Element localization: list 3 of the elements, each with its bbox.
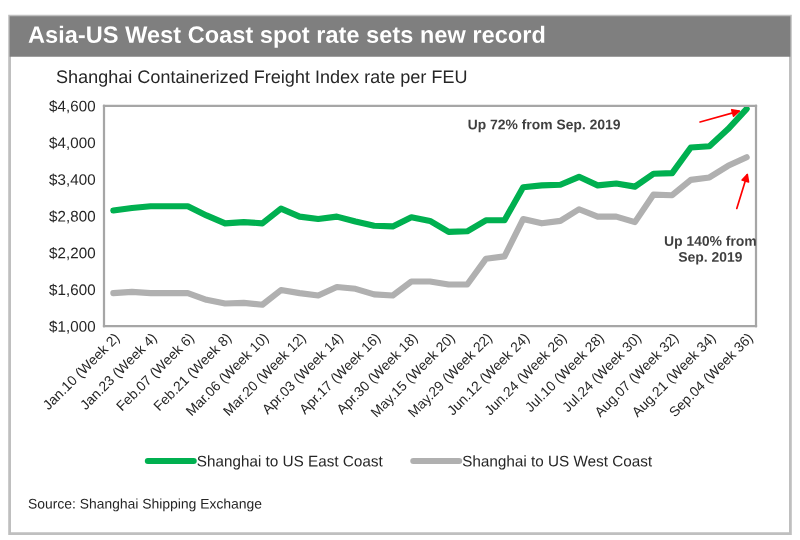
chart-subtitle: Shanghai Containerized Freight Index rate per FEU [56,69,467,87]
line-series [110,105,750,235]
chart-title: Asia-US West Coast spot rate sets new record [28,25,545,48]
